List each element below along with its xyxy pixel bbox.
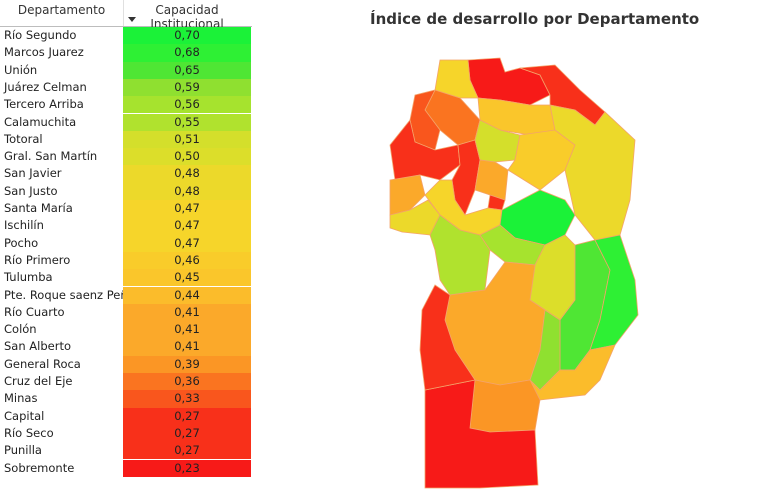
- map-region-colon[interactable]: [474, 159, 509, 201]
- table-row[interactable]: Sobremonte 0,23: [0, 459, 252, 477]
- capacidad-cell: 0,41: [123, 303, 251, 322]
- table-row[interactable]: Capital 0,27: [0, 407, 252, 425]
- table-row[interactable]: Ischilín 0,47: [0, 217, 252, 235]
- capacidad-cell: 0,47: [123, 200, 251, 218]
- map-region-pocho[interactable]: [389, 119, 461, 181]
- table-row[interactable]: Pocho 0,47: [0, 234, 252, 252]
- capacidad-cell: 0,39: [123, 355, 251, 373]
- departamento-cell: General Roca: [4, 356, 81, 371]
- table-row[interactable]: Unión 0,65: [0, 61, 252, 79]
- capacidad-table: Departamento Capacidad Institucional Río…: [0, 0, 252, 477]
- table-row[interactable]: Santa María 0,47: [0, 200, 252, 218]
- table-row[interactable]: Colón 0,41: [0, 321, 252, 339]
- table-row[interactable]: Totoral 0,51: [0, 130, 252, 149]
- table-row[interactable]: Pte. Roque saenz Peña 0,44: [0, 286, 252, 304]
- capacidad-cell: 0,33: [123, 390, 251, 408]
- table-header: Departamento Capacidad Institucional: [0, 0, 252, 31]
- table-row[interactable]: Tercero Arriba 0,56: [0, 96, 252, 114]
- departamento-cell: Santa María: [4, 201, 73, 215]
- capacidad-cell: 0,59: [123, 78, 251, 97]
- capacidad-cell: 0,36: [123, 373, 251, 391]
- departamento-cell: Río Seco: [4, 425, 54, 440]
- capacidad-cell: 0,56: [123, 96, 251, 114]
- departamento-cell: Río Primero: [4, 252, 71, 267]
- table-row[interactable]: Río Primero 0,46: [0, 251, 252, 270]
- map-region-totoral[interactable]: [474, 119, 521, 163]
- departamento-cell: Pocho: [4, 235, 39, 250]
- departamento-cell: Tulumba: [4, 270, 53, 285]
- map-region-oeste[interactable]: [419, 284, 476, 391]
- capacidad-cell: 0,48: [123, 182, 251, 200]
- capacidad-cell: 0,44: [123, 286, 251, 304]
- table-row[interactable]: San Alberto 0,41: [0, 338, 252, 356]
- capacidad-cell: 0,27: [123, 407, 251, 425]
- table-row[interactable]: Marcos Juarez 0,68: [0, 44, 252, 62]
- departamento-cell: Río Cuarto: [4, 304, 65, 319]
- table-row[interactable]: San Justo 0,48: [0, 182, 252, 200]
- departamento-cell: Marcos Juarez: [4, 45, 84, 60]
- table-row[interactable]: Juárez Celman 0,59: [0, 78, 252, 97]
- departamento-cell: Gral. San Martín: [4, 149, 98, 164]
- map-title: Índice de desarrollo por Departamento: [370, 10, 700, 28]
- column-header-departamento[interactable]: Departamento: [17, 3, 106, 17]
- capacidad-cell: 0,68: [123, 44, 251, 62]
- capacidad-cell: 0,27: [123, 442, 251, 460]
- departamento-cell: San Alberto: [4, 339, 72, 354]
- capacidad-cell: 0,45: [123, 269, 251, 287]
- map-region-san-alberto[interactable]: [389, 174, 426, 216]
- capacidad-cell: 0,50: [123, 148, 251, 166]
- departamento-cell: San Justo: [4, 183, 58, 198]
- map-region-sur[interactable]: [424, 379, 539, 489]
- departamento-cell: Sobremonte: [4, 460, 75, 475]
- map-region-general-roca[interactable]: [469, 379, 541, 433]
- table-row[interactable]: Minas 0,33: [0, 390, 252, 408]
- departamento-cell: Unión: [4, 62, 38, 77]
- capacidad-cell: 0,55: [123, 113, 251, 131]
- table-row[interactable]: Tulumba 0,45: [0, 269, 252, 287]
- departamento-cell: Calamuchita: [4, 114, 77, 129]
- map-region-calamuchita[interactable]: [429, 214, 491, 296]
- departamento-cell: Totoral: [4, 131, 43, 146]
- departamento-cell: Ischilín: [4, 218, 44, 233]
- departamento-cell: Minas: [4, 391, 38, 406]
- table-row[interactable]: Río Segundo 0,70: [0, 27, 252, 45]
- capacidad-cell: 0,23: [123, 459, 251, 477]
- departamento-cell: Juárez Celman: [4, 79, 87, 94]
- capacidad-cell: 0,47: [123, 234, 251, 252]
- table-row[interactable]: Río Seco 0,27: [0, 424, 252, 443]
- capacidad-cell: 0,41: [123, 321, 251, 339]
- departamento-cell: San Javier: [4, 166, 62, 181]
- column-divider: [123, 0, 124, 26]
- table-row[interactable]: Cruz del Eje 0,36: [0, 373, 252, 391]
- table-row[interactable]: Punilla 0,27: [0, 442, 252, 460]
- capacidad-cell: 0,47: [123, 217, 251, 235]
- capacidad-cell: 0,48: [123, 165, 251, 183]
- capacidad-cell: 0,70: [123, 27, 251, 45]
- departamento-cell: Capital: [4, 408, 45, 423]
- sort-descending-icon[interactable]: [128, 17, 136, 22]
- table-row[interactable]: Río Cuarto 0,41: [0, 303, 252, 322]
- capacidad-cell: 0,51: [123, 130, 251, 149]
- departamento-cell: Río Segundo: [4, 28, 77, 42]
- capacidad-cell: 0,27: [123, 424, 251, 443]
- capacidad-cell: 0,46: [123, 251, 251, 270]
- map-region-pte-roque-saenz-pena[interactable]: [529, 344, 616, 401]
- departamento-cell: Cruz del Eje: [4, 374, 73, 388]
- table-row[interactable]: Gral. San Martín 0,50: [0, 148, 252, 166]
- table-row[interactable]: San Javier 0,48: [0, 165, 252, 183]
- departamento-cell: Colón: [4, 322, 37, 337]
- capacidad-cell: 0,65: [123, 61, 251, 79]
- capacidad-cell: 0,41: [123, 338, 251, 356]
- departamento-cell: Tercero Arriba: [4, 97, 84, 112]
- departamento-cell: Pte. Roque saenz Peña: [4, 287, 135, 302]
- choropleth-map[interactable]: [380, 50, 650, 490]
- departamento-cell: Punilla: [4, 443, 42, 458]
- table-row[interactable]: Calamuchita 0,55: [0, 113, 252, 131]
- table-row[interactable]: General Roca 0,39: [0, 355, 252, 373]
